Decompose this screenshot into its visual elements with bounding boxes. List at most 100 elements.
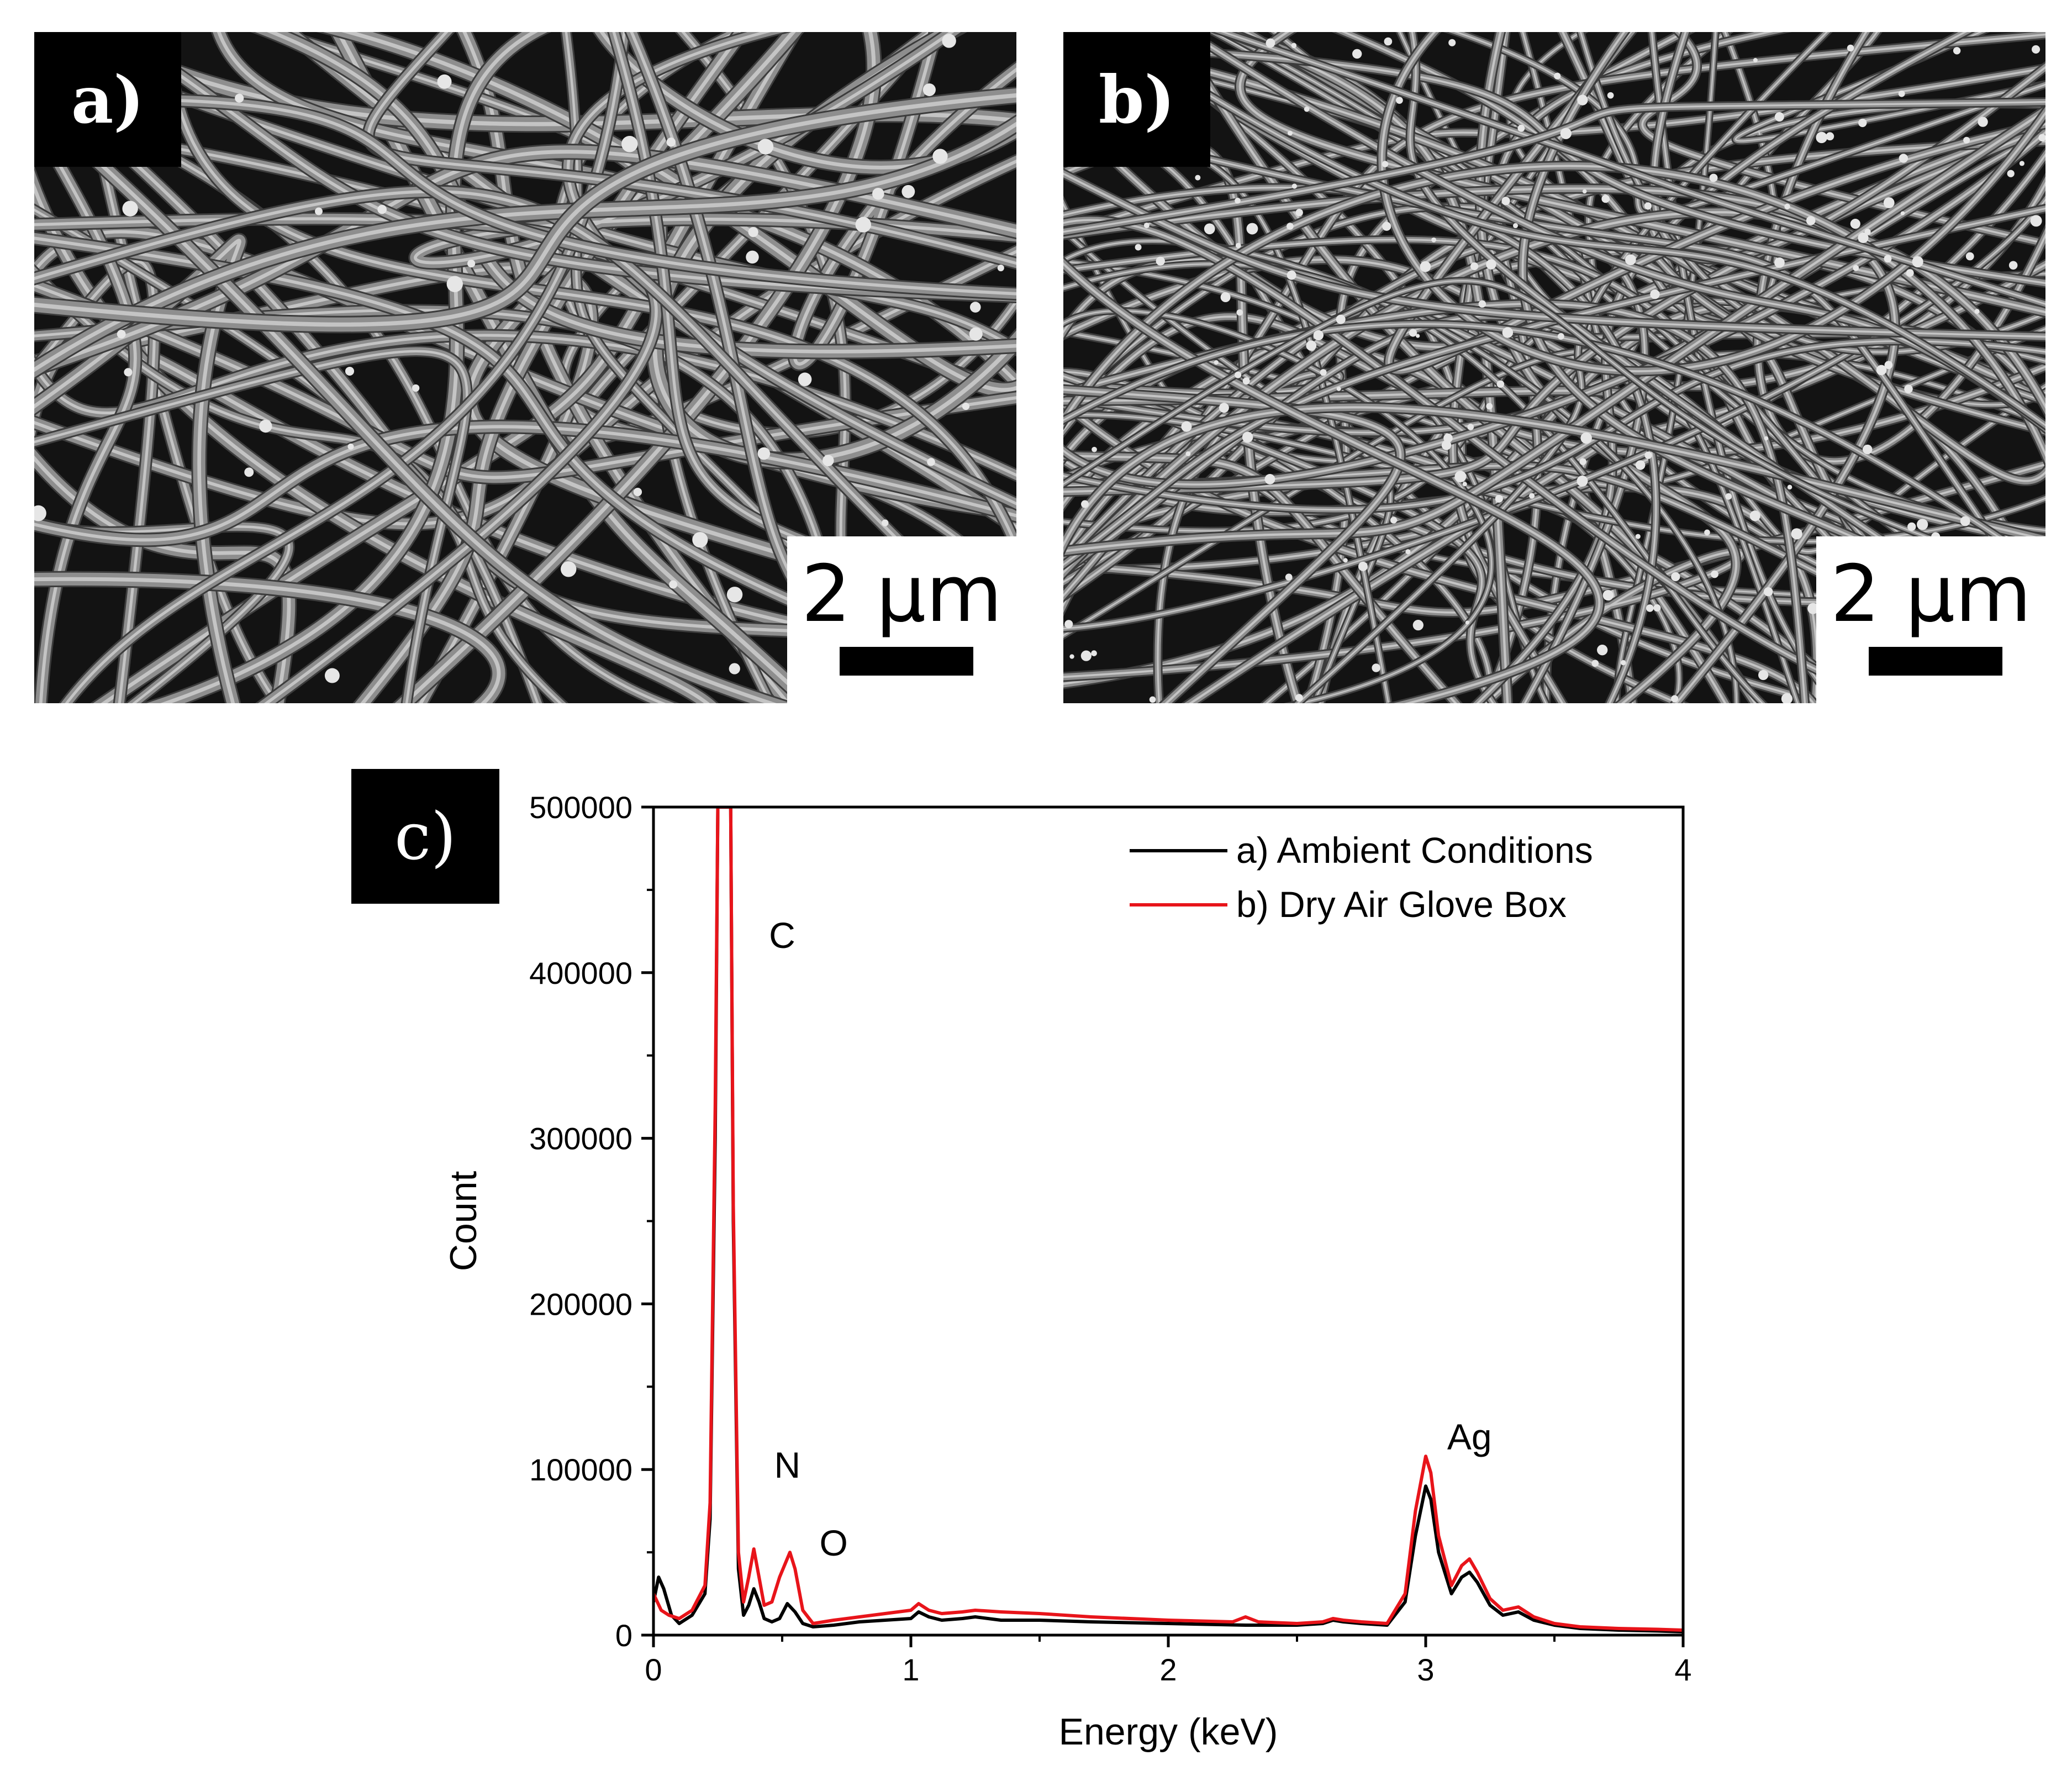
particle: [117, 329, 126, 339]
fiber: [1063, 240, 1737, 703]
particle: [437, 74, 452, 89]
particle: [1577, 94, 1588, 106]
particle: [1287, 130, 1293, 136]
particle: [692, 532, 708, 548]
peak-label-ag: Ag: [1447, 1416, 1492, 1457]
fiber: [112, 32, 1016, 298]
particle: [1602, 589, 1614, 601]
particle: [1443, 433, 1453, 443]
particle: [1295, 694, 1303, 702]
particle: [1858, 118, 1867, 128]
particle: [922, 83, 936, 97]
particle: [1336, 386, 1341, 391]
particle: [1876, 365, 1887, 376]
particle: [1502, 327, 1514, 338]
particle: [2007, 170, 2015, 177]
particle: [1441, 440, 1452, 450]
sem-fibers-b: [1063, 32, 2045, 703]
particle: [1304, 106, 1310, 112]
particle: [798, 372, 812, 387]
y-tick-label: 500000: [529, 790, 632, 825]
particle: [345, 366, 355, 376]
fiber: [1063, 121, 2045, 615]
particle: [1382, 222, 1391, 231]
particle: [1528, 493, 1535, 499]
particle: [1711, 570, 1718, 578]
particle: [34, 505, 46, 521]
fiber: [34, 236, 1016, 688]
fiber: [1409, 32, 2045, 650]
particle: [1266, 38, 1275, 48]
fiber: [34, 577, 501, 703]
scale-bar-line-a: [840, 647, 973, 676]
particle: [746, 250, 759, 264]
particle: [1149, 696, 1156, 703]
particle: [1285, 573, 1293, 581]
particle: [1899, 154, 1908, 163]
particle: [823, 455, 834, 466]
particle: [467, 260, 476, 268]
particle: [1320, 369, 1327, 376]
particle: [1974, 309, 1980, 314]
particle: [633, 487, 642, 497]
fiber: [1063, 198, 2045, 630]
fiber: [1063, 310, 1492, 703]
particle: [1486, 259, 1496, 270]
particle: [377, 204, 387, 214]
particle: [1501, 197, 1510, 205]
particle: [1579, 458, 1586, 465]
particle: [1236, 309, 1243, 316]
particle: [1704, 529, 1710, 536]
particle: [1582, 189, 1587, 194]
particle: [1906, 269, 1914, 277]
particle: [1963, 136, 1970, 144]
particle: [1791, 528, 1802, 540]
particle: [1907, 522, 1916, 531]
fiber: [1388, 32, 2045, 372]
particle: [1416, 334, 1420, 338]
fiber: [1109, 32, 2045, 426]
particle: [1644, 202, 1652, 210]
particle: [1382, 161, 1389, 167]
panel-label-b: b): [1063, 32, 1210, 167]
particle: [1884, 361, 1893, 370]
particle: [1214, 360, 1219, 365]
particle: [1758, 670, 1769, 681]
particle: [1904, 384, 1913, 393]
particle: [1135, 244, 1142, 251]
particle: [1953, 47, 1961, 55]
particle: [1496, 380, 1505, 388]
fiber: [1063, 406, 2045, 548]
particle: [1858, 232, 1869, 244]
particle: [1195, 175, 1201, 181]
particle: [1467, 424, 1474, 430]
series-line-1: [653, 807, 1683, 1632]
particle: [1960, 516, 1970, 526]
particle: [1462, 482, 1467, 487]
particle: [1853, 265, 1859, 271]
particle: [124, 368, 133, 377]
x-tick-label: 3: [1417, 1652, 1434, 1687]
fiber: [1641, 32, 2045, 245]
x-tick-label: 2: [1159, 1652, 1177, 1687]
particle: [855, 217, 871, 233]
y-tick-label: 400000: [529, 956, 632, 990]
particle: [726, 587, 743, 603]
particle: [1774, 112, 1784, 122]
particle: [1709, 173, 1718, 182]
particle: [1390, 516, 1398, 524]
particle: [1806, 216, 1816, 225]
fiber: [34, 425, 1016, 542]
particle: [1898, 90, 1905, 97]
particle: [872, 187, 884, 200]
fiber: [34, 334, 1016, 477]
fiber: [34, 101, 777, 703]
particle: [1291, 183, 1297, 189]
scale-bar-label-b: 2 µm: [1830, 549, 2032, 640]
fiber: [1220, 32, 2045, 305]
x-tick-label: 4: [1674, 1652, 1691, 1687]
particle: [1143, 223, 1150, 229]
particle: [1620, 660, 1626, 666]
particle: [1372, 663, 1380, 672]
particle: [1384, 37, 1393, 46]
